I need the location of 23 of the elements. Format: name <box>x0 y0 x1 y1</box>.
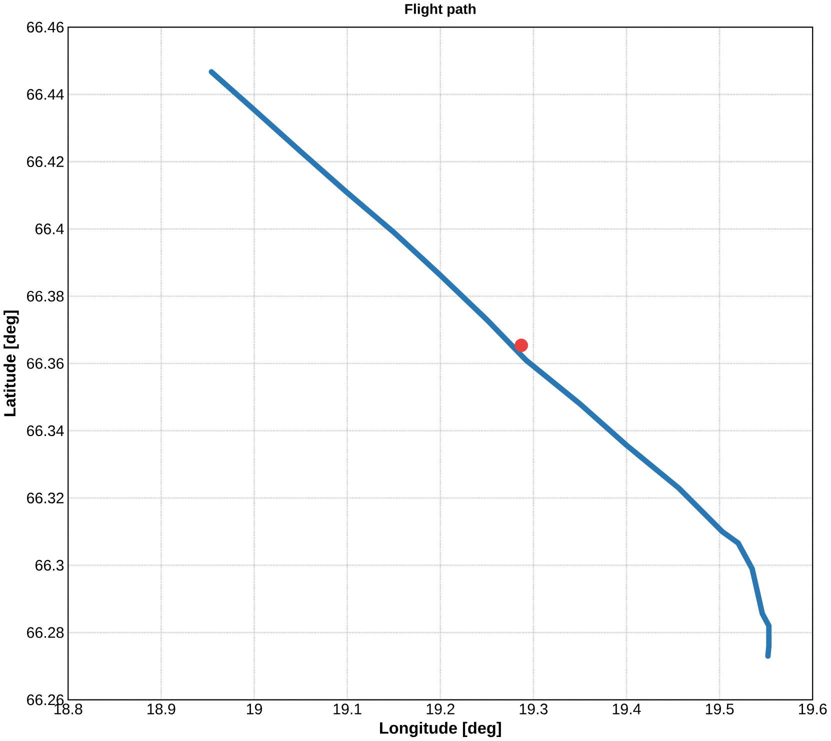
y-tick-label: 66.36 <box>27 358 64 370</box>
x-tick-label: 18.9 <box>148 704 176 715</box>
y-tick-label: 66.44 <box>27 89 64 100</box>
x-tick-label: 19.1 <box>334 704 362 715</box>
x-tick-label: 19.2 <box>426 704 454 715</box>
y-tick-label: 66.46 <box>27 22 64 33</box>
x-tick-label: 18.8 <box>54 704 82 715</box>
x-tick-label: 19.3 <box>520 704 548 715</box>
y-tick-label: 66.38 <box>27 290 64 302</box>
y-tick-label: 66.42 <box>27 156 64 168</box>
y-tick-label: 66.28 <box>27 627 64 638</box>
y-tick-label: 66.34 <box>27 426 64 436</box>
x-tick-label: 19 <box>246 704 262 715</box>
y-tick-label: 66.26 <box>27 694 64 706</box>
y-tick-label: 66.32 <box>27 492 64 504</box>
y-tick-label: 66.3 <box>36 560 64 571</box>
y-axis-title: Latitude [deg] <box>4 310 19 416</box>
x-tick-label: 19.5 <box>706 704 734 715</box>
x-axis-title: Longitude [deg] <box>380 722 501 738</box>
chart-title: Flight path <box>405 4 476 17</box>
y-tick-label: 66.4 <box>36 224 64 234</box>
x-tick-label: 19.4 <box>612 704 641 715</box>
x-tick-label: 19.6 <box>799 704 827 715</box>
